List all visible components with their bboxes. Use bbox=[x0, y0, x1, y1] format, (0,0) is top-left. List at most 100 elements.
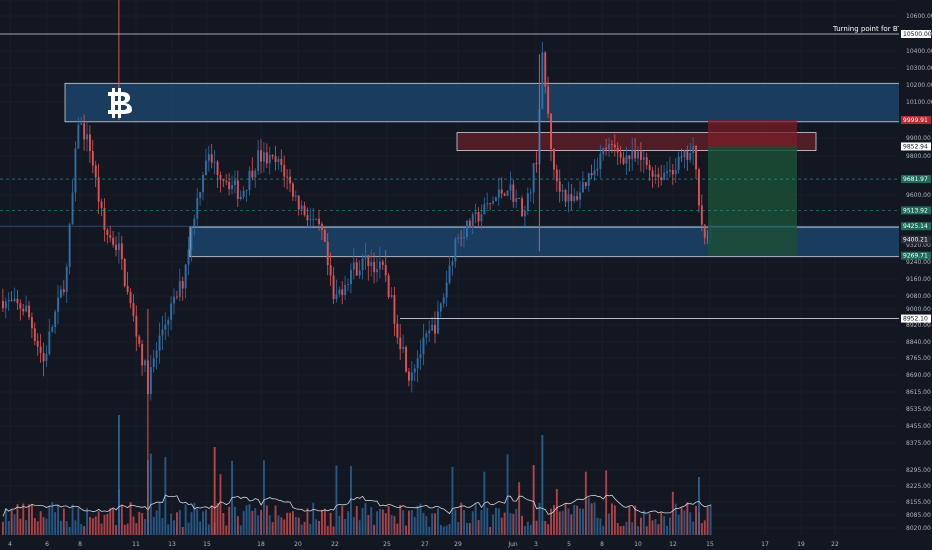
volume-bar bbox=[300, 524, 303, 535]
candle bbox=[582, 171, 584, 193]
candle bbox=[529, 188, 532, 202]
volume-bar bbox=[706, 506, 709, 535]
candle bbox=[297, 194, 300, 216]
volume-bar bbox=[112, 508, 115, 535]
volume-bar bbox=[77, 507, 80, 535]
resistance-zone[interactable] bbox=[64, 82, 932, 123]
volume-bar bbox=[39, 511, 42, 535]
volume-bar bbox=[660, 512, 663, 535]
volume-bar bbox=[497, 508, 500, 535]
volume-bar bbox=[405, 525, 407, 535]
candle bbox=[13, 287, 16, 303]
candle bbox=[689, 142, 692, 163]
volume-bar bbox=[460, 502, 463, 535]
volume-bar bbox=[51, 502, 54, 535]
volume-bar bbox=[364, 503, 367, 535]
candle bbox=[31, 312, 33, 339]
candle bbox=[396, 314, 399, 345]
volume-bar bbox=[561, 510, 564, 535]
volume-bar bbox=[680, 507, 683, 535]
candle bbox=[413, 363, 416, 382]
volume-bar bbox=[19, 518, 22, 535]
volume-bar bbox=[408, 510, 410, 535]
candle bbox=[91, 139, 94, 174]
candle bbox=[231, 175, 233, 195]
candle bbox=[480, 204, 483, 230]
candle bbox=[312, 207, 315, 227]
candle bbox=[660, 164, 663, 186]
volume-bar bbox=[251, 510, 254, 535]
volume-bar bbox=[219, 474, 222, 535]
candle bbox=[254, 168, 257, 188]
candle bbox=[48, 318, 51, 356]
candle bbox=[393, 286, 396, 336]
candle bbox=[518, 197, 521, 199]
candle bbox=[428, 320, 431, 343]
candle bbox=[149, 355, 152, 401]
volume-bar bbox=[439, 525, 442, 535]
candle bbox=[555, 164, 558, 192]
volume-bar bbox=[97, 511, 100, 535]
time-tick-label: 10 bbox=[634, 541, 642, 548]
volume-bar bbox=[257, 515, 260, 535]
candle bbox=[387, 272, 390, 300]
candle bbox=[74, 141, 77, 202]
volume-bar bbox=[431, 513, 434, 535]
candle bbox=[344, 275, 347, 301]
volume-bar bbox=[10, 509, 13, 535]
price-tick-label: 8920.00 bbox=[906, 322, 931, 329]
volume-bar bbox=[596, 517, 599, 535]
volume-bar bbox=[466, 522, 468, 535]
volume-bar bbox=[555, 488, 558, 535]
time-tick-label: Jun bbox=[507, 541, 518, 548]
volume-bar bbox=[25, 520, 28, 535]
volume-bar bbox=[225, 525, 228, 535]
candle bbox=[384, 250, 387, 283]
volume-bar bbox=[89, 517, 91, 535]
price-tick-label: 8615.00 bbox=[906, 389, 931, 396]
candle bbox=[225, 174, 228, 185]
volume-bar bbox=[587, 497, 590, 535]
support-zone[interactable] bbox=[189, 226, 932, 258]
candle bbox=[640, 141, 642, 172]
volume-bar bbox=[309, 523, 312, 535]
time-axis[interactable]: 4 6 8 11 13 15 18 20 22 25 27 29 Jun 3 5 8 10 12 15 17 19 22 bbox=[8, 541, 839, 548]
candle bbox=[283, 155, 286, 188]
candle bbox=[448, 256, 451, 285]
candle bbox=[248, 166, 251, 196]
short-position-tool[interactable] bbox=[708, 120, 797, 256]
volume-bar bbox=[178, 509, 181, 535]
volume-bar bbox=[106, 513, 109, 535]
take-profit-area bbox=[708, 146, 797, 256]
volume-bar bbox=[80, 524, 83, 535]
candle bbox=[213, 149, 216, 175]
volume-bar bbox=[16, 504, 19, 535]
volume-bar bbox=[674, 503, 677, 535]
volume-bar bbox=[698, 477, 700, 535]
volume-bar bbox=[263, 460, 265, 535]
price-tick-label: 7956.00 bbox=[906, 0, 931, 2]
candle bbox=[477, 207, 480, 228]
time-tick-label: 15 bbox=[203, 541, 211, 548]
candle bbox=[645, 152, 648, 170]
candle bbox=[309, 208, 312, 229]
volume-bar bbox=[312, 502, 315, 535]
volume-bar bbox=[202, 511, 204, 535]
volume-bar bbox=[45, 518, 48, 535]
candle bbox=[199, 191, 202, 206]
time-tick-label: 6 bbox=[45, 541, 49, 548]
candle bbox=[622, 151, 625, 165]
price-tag-label: 10500.00 bbox=[903, 31, 932, 38]
price-tag-label: 9269.71 bbox=[903, 253, 928, 260]
volume-bar bbox=[599, 518, 602, 535]
volume-bar bbox=[350, 466, 352, 535]
price-tick-label: 9800.00 bbox=[906, 153, 931, 160]
price-tags: 10500.00 9999.91 9852.94 9681.97 9513.92 9425… bbox=[901, 30, 932, 323]
candle bbox=[700, 194, 703, 232]
candle bbox=[222, 179, 225, 188]
volume-bar bbox=[471, 511, 474, 535]
volume-bar bbox=[228, 506, 231, 535]
candle bbox=[118, 231, 120, 264]
volume-bar bbox=[550, 508, 552, 535]
